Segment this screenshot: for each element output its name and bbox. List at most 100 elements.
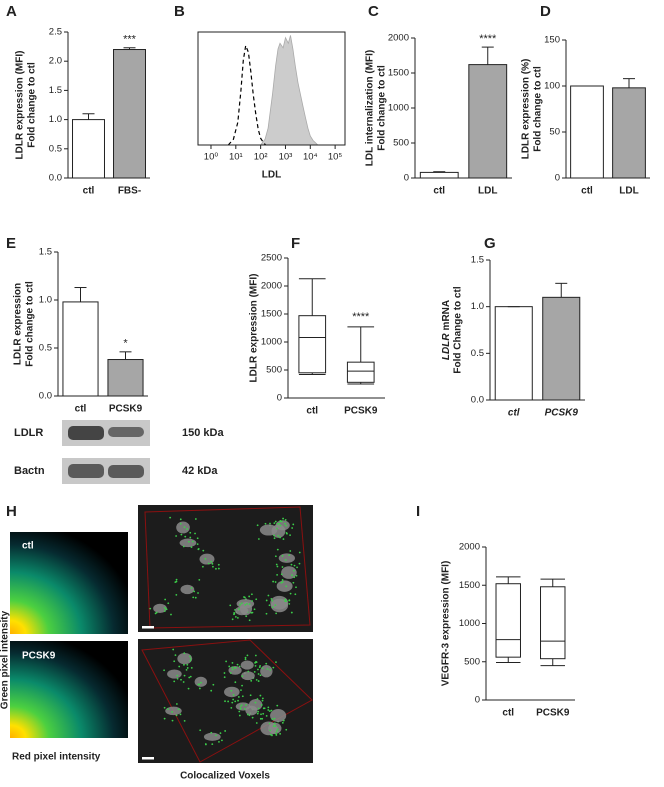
green-voxel xyxy=(197,592,199,594)
x-axis-label: LDL xyxy=(262,170,281,181)
green-voxel xyxy=(211,743,214,746)
green-voxel xyxy=(279,524,282,527)
green-voxel xyxy=(236,616,239,619)
green-voxel xyxy=(270,709,273,712)
green-voxel xyxy=(179,518,182,521)
green-voxel xyxy=(233,613,235,616)
green-voxel xyxy=(254,654,257,657)
green-voxel xyxy=(282,517,284,520)
green-voxel xyxy=(273,522,276,525)
green-voxel xyxy=(290,611,293,614)
green-voxel xyxy=(288,554,291,556)
green-voxel xyxy=(189,531,192,534)
green-voxel xyxy=(231,666,234,669)
green-voxel xyxy=(230,689,233,692)
green-voxel xyxy=(182,681,185,683)
green-voxel xyxy=(274,732,277,735)
green-voxel xyxy=(272,580,275,583)
green-voxel xyxy=(210,560,213,563)
green-voxel xyxy=(273,722,276,725)
green-voxel xyxy=(284,522,286,525)
y-tick-label: 1.5 xyxy=(471,255,484,266)
green-voxel xyxy=(223,672,226,674)
green-voxel xyxy=(289,550,292,552)
density-overlay xyxy=(10,641,128,738)
green-voxel xyxy=(192,596,195,599)
cell-nucleus xyxy=(165,706,182,716)
panel-letter: D xyxy=(540,3,551,20)
green-voxel xyxy=(175,593,178,596)
cell-nucleus xyxy=(199,553,215,565)
y-tick-label: 0.0 xyxy=(471,395,484,406)
green-voxel xyxy=(175,714,178,717)
green-voxel xyxy=(274,725,277,727)
significance: * xyxy=(123,338,128,350)
green-voxel xyxy=(244,603,247,606)
green-voxel xyxy=(279,520,282,523)
green-voxel xyxy=(276,704,279,707)
green-voxel xyxy=(210,689,213,692)
green-voxel xyxy=(269,522,271,525)
green-voxel xyxy=(257,710,260,713)
green-voxel xyxy=(244,658,247,661)
green-voxel xyxy=(285,585,288,588)
panel-letter: C xyxy=(368,3,379,20)
green-voxel xyxy=(251,611,254,614)
green-voxel xyxy=(171,711,174,713)
green-voxel xyxy=(274,604,277,607)
green-voxel xyxy=(163,717,166,720)
x-tick-label: ctl xyxy=(502,708,514,719)
green-voxel xyxy=(275,563,278,566)
green-voxel xyxy=(246,602,248,605)
green-voxel xyxy=(189,675,192,678)
green-voxel xyxy=(190,587,193,589)
box xyxy=(346,361,375,383)
x-tick-label: ctl xyxy=(306,406,318,417)
cell-nucleus xyxy=(281,566,297,579)
green-voxel xyxy=(194,518,197,520)
significance: **** xyxy=(352,311,370,323)
green-voxel xyxy=(186,528,189,530)
green-voxel xyxy=(229,604,232,607)
blot-label: LDLR xyxy=(14,427,43,439)
green-voxel xyxy=(259,694,262,697)
green-voxel xyxy=(271,606,274,609)
green-voxel xyxy=(189,659,192,662)
green-voxel xyxy=(275,734,278,736)
y-axis-label: Green pixel intensity xyxy=(0,610,11,709)
image-label: PCSK9 xyxy=(22,651,56,662)
green-voxel xyxy=(296,566,298,569)
cell-nucleus xyxy=(270,595,289,610)
green-voxel xyxy=(172,648,175,651)
y-tick-label: 1000 xyxy=(459,618,480,629)
y-tick-label: 1500 xyxy=(261,309,282,320)
y-axis-label: Fold change to ctl xyxy=(377,65,388,151)
green-voxel xyxy=(183,719,186,722)
green-voxel xyxy=(241,695,244,698)
green-voxel xyxy=(218,741,220,743)
y-tick-label: 150 xyxy=(544,35,560,46)
green-voxel xyxy=(232,694,235,696)
green-voxel xyxy=(180,678,182,681)
green-voxel xyxy=(257,707,260,710)
green-voxel xyxy=(257,538,260,540)
panel-letter: B xyxy=(174,3,185,20)
green-voxel xyxy=(273,717,276,720)
green-voxel xyxy=(170,613,172,616)
green-voxel xyxy=(281,566,284,568)
x-tick-label: 10⁴ xyxy=(303,152,318,163)
green-voxel xyxy=(273,534,275,537)
green-voxel xyxy=(189,657,192,660)
green-voxel xyxy=(282,719,285,722)
x-tick-label: 10² xyxy=(254,152,268,163)
green-voxel xyxy=(248,595,251,598)
green-voxel xyxy=(224,730,227,732)
green-voxel xyxy=(149,607,152,610)
green-voxel xyxy=(279,732,282,735)
green-voxel xyxy=(196,537,199,540)
green-voxel xyxy=(189,655,191,658)
green-voxel xyxy=(274,520,277,523)
x-tick-label: 10¹ xyxy=(229,152,243,163)
green-voxel xyxy=(163,706,166,709)
density-overlay xyxy=(10,532,128,634)
